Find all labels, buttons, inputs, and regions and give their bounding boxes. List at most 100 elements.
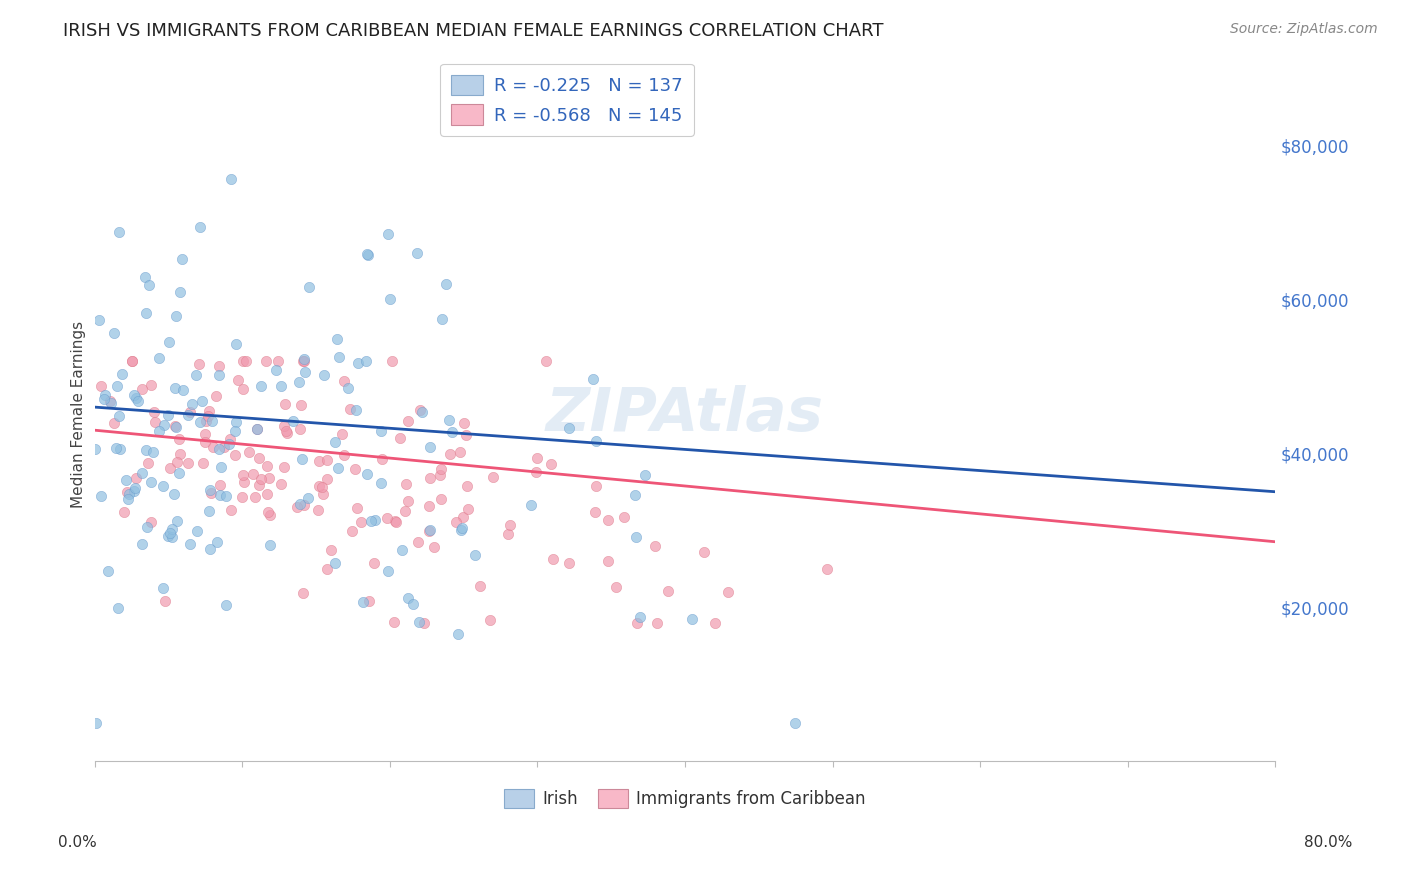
Point: [125, 392, 148, 406]
Point: [451, 521, 474, 535]
Point: [360, 514, 382, 528]
Point: [98, 394, 121, 409]
Point: [188, 357, 211, 371]
Point: [143, 415, 166, 429]
Point: [167, 432, 190, 446]
Point: [266, 363, 288, 377]
Point: [352, 595, 374, 609]
Point: [596, 513, 619, 527]
Point: [326, 332, 349, 346]
Point: [226, 373, 249, 387]
Point: [370, 475, 392, 490]
Point: [148, 424, 170, 438]
Point: [311, 480, 333, 494]
Point: [139, 378, 162, 392]
Point: [624, 488, 647, 502]
Point: [231, 490, 253, 504]
Point: [257, 471, 280, 485]
Point: [596, 554, 619, 568]
Text: 80.0%: 80.0%: [1305, 836, 1353, 850]
Point: [103, 326, 125, 340]
Point: [160, 522, 183, 536]
Point: [135, 306, 157, 320]
Point: [224, 448, 246, 462]
Point: [657, 584, 679, 599]
Point: [283, 414, 305, 428]
Point: [121, 354, 143, 368]
Point: [177, 456, 200, 470]
Point: [153, 593, 176, 607]
Point: [370, 451, 392, 466]
Point: [169, 285, 191, 299]
Point: [315, 452, 337, 467]
Point: [165, 419, 187, 434]
Point: [447, 627, 470, 641]
Point: [105, 441, 128, 455]
Point: [225, 415, 247, 429]
Point: [159, 526, 181, 541]
Point: [457, 502, 479, 516]
Point: [165, 309, 187, 323]
Point: [247, 450, 270, 465]
Point: [191, 394, 214, 409]
Point: [218, 436, 240, 450]
Point: [215, 490, 238, 504]
Point: [190, 415, 212, 429]
Point: [583, 505, 606, 519]
Point: [381, 354, 404, 368]
Point: [131, 382, 153, 396]
Point: [340, 524, 363, 538]
Point: [464, 548, 486, 562]
Point: [212, 440, 235, 454]
Point: [298, 280, 321, 294]
Point: [540, 457, 562, 471]
Point: [312, 368, 335, 382]
Point: [456, 479, 478, 493]
Point: [346, 356, 368, 370]
Point: [90, 489, 112, 503]
Point: [628, 610, 651, 624]
Point: [152, 479, 174, 493]
Point: [108, 442, 131, 457]
Point: [142, 445, 165, 459]
Point: [117, 486, 139, 500]
Point: [208, 478, 231, 492]
Point: [717, 585, 740, 599]
Point: [450, 523, 472, 537]
Point: [385, 515, 408, 529]
Point: [308, 454, 330, 468]
Point: [270, 379, 292, 393]
Point: [163, 486, 186, 500]
Point: [294, 365, 316, 379]
Point: [479, 613, 502, 627]
Point: [408, 615, 430, 629]
Point: [276, 426, 298, 441]
Point: [430, 311, 453, 326]
Point: [134, 270, 156, 285]
Point: [235, 354, 257, 368]
Point: [198, 404, 221, 418]
Point: [259, 538, 281, 552]
Point: [108, 225, 131, 239]
Point: [585, 479, 607, 493]
Point: [198, 541, 221, 556]
Point: [242, 467, 264, 482]
Point: [232, 354, 254, 368]
Point: [292, 351, 315, 366]
Point: [634, 468, 657, 483]
Point: [429, 468, 451, 483]
Point: [396, 413, 419, 427]
Point: [377, 564, 399, 578]
Point: [449, 444, 471, 458]
Point: [419, 523, 441, 537]
Point: [256, 487, 278, 501]
Legend: Irish, Immigrants from Caribbean: Irish, Immigrants from Caribbean: [498, 782, 873, 815]
Point: [394, 503, 416, 517]
Point: [326, 460, 349, 475]
Point: [406, 245, 429, 260]
Point: [273, 419, 295, 434]
Point: [411, 405, 433, 419]
Point: [419, 471, 441, 485]
Point: [453, 416, 475, 430]
Point: [308, 478, 330, 492]
